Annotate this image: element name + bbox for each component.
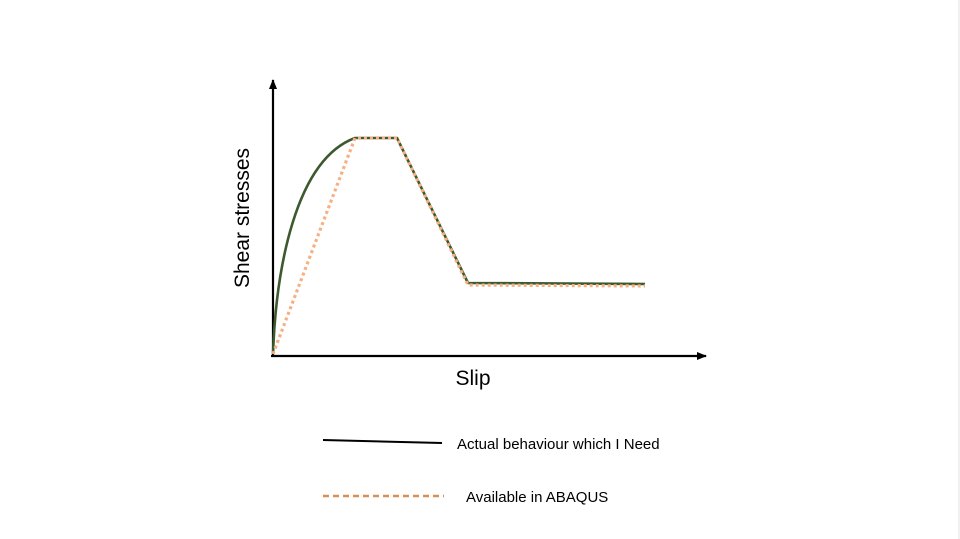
legend-label-abaqus: Available in ABAQUS [466,489,608,506]
series-actual-behaviour-curve [271,136,646,355]
legend-label-actual: Actual behaviour which I Need [457,436,660,453]
legend: Actual behaviour which I Need Available … [322,436,660,506]
x-axis-label: Slip [455,367,490,390]
series-abaqus-curve [271,136,646,355]
slide-edge [958,0,960,539]
legend-sample-solid [322,439,443,444]
y-axis-label: Shear stresses [231,148,254,288]
